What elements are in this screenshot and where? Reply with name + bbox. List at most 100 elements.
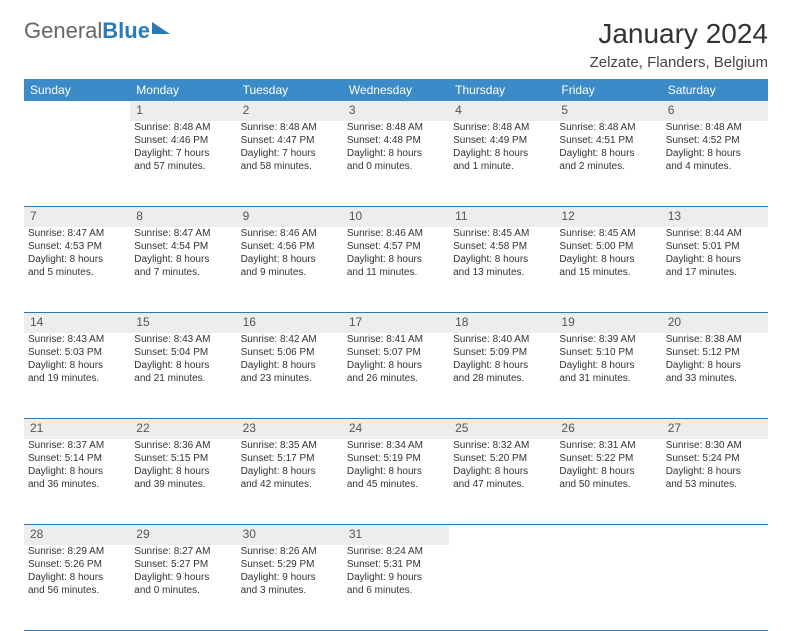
day-info-line: Daylight: 8 hours bbox=[28, 359, 126, 372]
day-info-line: Daylight: 8 hours bbox=[241, 253, 339, 266]
day-info-line: Sunset: 5:00 PM bbox=[559, 240, 657, 253]
day-info-line: Sunset: 4:49 PM bbox=[453, 134, 551, 147]
day-info-line: and 26 minutes. bbox=[347, 372, 445, 385]
weekday-header: Sunday bbox=[24, 79, 130, 101]
day-info-line: Daylight: 8 hours bbox=[134, 359, 232, 372]
day-cell: Sunrise: 8:41 AMSunset: 5:07 PMDaylight:… bbox=[343, 333, 449, 419]
day-info-line: Daylight: 8 hours bbox=[347, 147, 445, 160]
day-info-line: Sunrise: 8:37 AM bbox=[28, 439, 126, 452]
day-cell: Sunrise: 8:48 AMSunset: 4:47 PMDaylight:… bbox=[237, 121, 343, 207]
day-info-line: Sunset: 5:07 PM bbox=[347, 346, 445, 359]
day-number-row: 78910111213 bbox=[24, 207, 768, 227]
day-info-line: Sunset: 4:56 PM bbox=[241, 240, 339, 253]
day-info-line: Daylight: 8 hours bbox=[453, 359, 551, 372]
weekday-header: Monday bbox=[130, 79, 236, 101]
day-info-line: Sunrise: 8:26 AM bbox=[241, 545, 339, 558]
day-info-line: and 0 minutes. bbox=[347, 160, 445, 173]
day-info-line: Daylight: 8 hours bbox=[559, 465, 657, 478]
day-info-line: and 0 minutes. bbox=[134, 584, 232, 597]
weekday-header: Friday bbox=[555, 79, 661, 101]
day-info-line: Daylight: 8 hours bbox=[559, 147, 657, 160]
day-info-line: Sunrise: 8:43 AM bbox=[134, 333, 232, 346]
day-number: 26 bbox=[555, 419, 661, 439]
day-number: 15 bbox=[130, 313, 236, 333]
day-info-line: Daylight: 9 hours bbox=[134, 571, 232, 584]
day-info-line: Sunrise: 8:48 AM bbox=[666, 121, 764, 134]
day-info-line: and 19 minutes. bbox=[28, 372, 126, 385]
day-info-line: and 4 minutes. bbox=[666, 160, 764, 173]
day-cell: Sunrise: 8:45 AMSunset: 4:58 PMDaylight:… bbox=[449, 227, 555, 313]
day-info-line: Sunset: 5:22 PM bbox=[559, 452, 657, 465]
day-info-line: Sunset: 5:03 PM bbox=[28, 346, 126, 359]
day-info-line: Sunrise: 8:48 AM bbox=[453, 121, 551, 134]
day-info-line: and 53 minutes. bbox=[666, 478, 764, 491]
day-number: 27 bbox=[662, 419, 768, 439]
day-number: 17 bbox=[343, 313, 449, 333]
day-info-line: Sunrise: 8:34 AM bbox=[347, 439, 445, 452]
day-info-line: Daylight: 8 hours bbox=[559, 359, 657, 372]
day-cell: Sunrise: 8:31 AMSunset: 5:22 PMDaylight:… bbox=[555, 439, 661, 525]
day-cell: Sunrise: 8:47 AMSunset: 4:54 PMDaylight:… bbox=[130, 227, 236, 313]
day-info-line: Sunset: 5:09 PM bbox=[453, 346, 551, 359]
day-info-line: and 39 minutes. bbox=[134, 478, 232, 491]
day-info-line: Sunrise: 8:43 AM bbox=[28, 333, 126, 346]
day-info-line: Sunrise: 8:45 AM bbox=[559, 227, 657, 240]
day-info-line: and 9 minutes. bbox=[241, 266, 339, 279]
day-info-line: Sunrise: 8:46 AM bbox=[347, 227, 445, 240]
day-number-row: 123456 bbox=[24, 101, 768, 121]
day-number: 8 bbox=[130, 207, 236, 227]
weekday-header: Thursday bbox=[449, 79, 555, 101]
day-info-line: Sunset: 4:57 PM bbox=[347, 240, 445, 253]
day-cell: Sunrise: 8:30 AMSunset: 5:24 PMDaylight:… bbox=[662, 439, 768, 525]
day-cell: Sunrise: 8:45 AMSunset: 5:00 PMDaylight:… bbox=[555, 227, 661, 313]
day-info-line: Sunset: 5:14 PM bbox=[28, 452, 126, 465]
day-info-line: Daylight: 8 hours bbox=[666, 465, 764, 478]
day-info-line: Sunset: 5:31 PM bbox=[347, 558, 445, 571]
day-info-line: Daylight: 8 hours bbox=[28, 465, 126, 478]
day-cell bbox=[449, 545, 555, 631]
day-cell bbox=[555, 545, 661, 631]
day-info-line: Sunrise: 8:30 AM bbox=[666, 439, 764, 452]
day-info-line: Sunrise: 8:45 AM bbox=[453, 227, 551, 240]
day-info-line: Sunrise: 8:41 AM bbox=[347, 333, 445, 346]
day-cell: Sunrise: 8:47 AMSunset: 4:53 PMDaylight:… bbox=[24, 227, 130, 313]
day-number: 12 bbox=[555, 207, 661, 227]
day-number: 14 bbox=[24, 313, 130, 333]
day-info-line: Sunset: 4:54 PM bbox=[134, 240, 232, 253]
day-info-line: Daylight: 8 hours bbox=[241, 359, 339, 372]
day-cell: Sunrise: 8:40 AMSunset: 5:09 PMDaylight:… bbox=[449, 333, 555, 419]
day-number: 29 bbox=[130, 525, 236, 545]
day-info-line: Sunrise: 8:48 AM bbox=[241, 121, 339, 134]
day-number: 13 bbox=[662, 207, 768, 227]
day-info-line: Sunset: 5:04 PM bbox=[134, 346, 232, 359]
day-info-line: Sunrise: 8:39 AM bbox=[559, 333, 657, 346]
day-info-line: Daylight: 8 hours bbox=[453, 253, 551, 266]
day-info-line: Daylight: 8 hours bbox=[666, 147, 764, 160]
day-cell: Sunrise: 8:48 AMSunset: 4:49 PMDaylight:… bbox=[449, 121, 555, 207]
day-info-line: and 21 minutes. bbox=[134, 372, 232, 385]
day-info-line: Sunset: 5:29 PM bbox=[241, 558, 339, 571]
brand-part2: Blue bbox=[102, 18, 150, 44]
day-info-line: Sunrise: 8:24 AM bbox=[347, 545, 445, 558]
day-number: 3 bbox=[343, 101, 449, 121]
brand-logo: GeneralBlue bbox=[24, 18, 170, 44]
day-number: 7 bbox=[24, 207, 130, 227]
day-cell: Sunrise: 8:43 AMSunset: 5:03 PMDaylight:… bbox=[24, 333, 130, 419]
day-info-line: Sunset: 5:20 PM bbox=[453, 452, 551, 465]
day-info-line: Sunrise: 8:35 AM bbox=[241, 439, 339, 452]
weekday-header: Wednesday bbox=[343, 79, 449, 101]
day-cell: Sunrise: 8:35 AMSunset: 5:17 PMDaylight:… bbox=[237, 439, 343, 525]
day-info-line: and 47 minutes. bbox=[453, 478, 551, 491]
day-cell: Sunrise: 8:38 AMSunset: 5:12 PMDaylight:… bbox=[662, 333, 768, 419]
day-info-line: Sunrise: 8:31 AM bbox=[559, 439, 657, 452]
day-info-line: Sunrise: 8:48 AM bbox=[134, 121, 232, 134]
day-number: 31 bbox=[343, 525, 449, 545]
calendar-body: 123456Sunrise: 8:48 AMSunset: 4:46 PMDay… bbox=[24, 101, 768, 631]
day-info-line: Sunset: 4:46 PM bbox=[134, 134, 232, 147]
day-cell: Sunrise: 8:29 AMSunset: 5:26 PMDaylight:… bbox=[24, 545, 130, 631]
day-number: 4 bbox=[449, 101, 555, 121]
day-info-line: Sunset: 5:27 PM bbox=[134, 558, 232, 571]
day-info-line: Daylight: 8 hours bbox=[28, 253, 126, 266]
day-info-line: and 56 minutes. bbox=[28, 584, 126, 597]
day-info-line: and 17 minutes. bbox=[666, 266, 764, 279]
